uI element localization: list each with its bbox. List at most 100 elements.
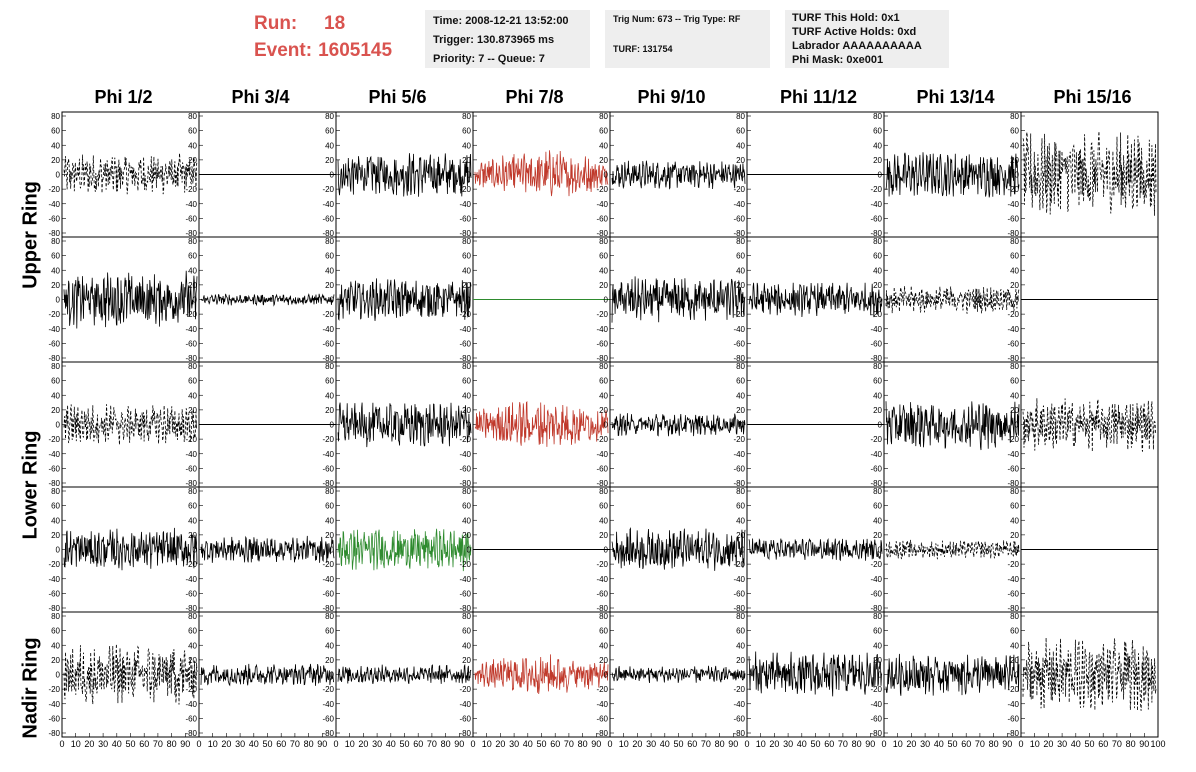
x-tick-label: 0 xyxy=(607,739,612,749)
y-tick-label: -80 xyxy=(1007,229,1019,238)
y-tick-label: 0 xyxy=(330,296,335,305)
x-tick-label: 60 xyxy=(139,739,149,749)
y-tick-label: 0 xyxy=(878,671,883,680)
y-tick-label: 40 xyxy=(325,516,334,525)
waveform-trace xyxy=(1022,398,1157,452)
y-tick-label: 40 xyxy=(51,391,60,400)
y-tick-label: 60 xyxy=(325,377,334,386)
y-tick-label: 80 xyxy=(599,612,608,621)
waveform-trace xyxy=(611,276,746,323)
y-tick-label: 60 xyxy=(51,252,60,261)
y-tick-label: 40 xyxy=(1010,641,1019,650)
x-tick-label: 60 xyxy=(1098,739,1108,749)
x-tick-label: 30 xyxy=(509,739,519,749)
y-tick-label: -20 xyxy=(48,185,60,194)
y-tick-label: 40 xyxy=(1010,266,1019,275)
waveform-trace xyxy=(748,282,883,318)
y-tick-label: -80 xyxy=(596,604,608,613)
y-tick-label: 20 xyxy=(1010,406,1019,415)
x-tick-label: 40 xyxy=(112,739,122,749)
y-tick-label: -60 xyxy=(1007,339,1019,348)
y-tick-label: -40 xyxy=(870,700,882,709)
y-tick-label: 60 xyxy=(1010,627,1019,636)
y-tick-label: 80 xyxy=(188,362,197,371)
y-tick-label: 20 xyxy=(599,281,608,290)
x-tick-label: 20 xyxy=(221,739,231,749)
y-tick-label: -40 xyxy=(185,200,197,209)
y-tick-label: 40 xyxy=(1010,141,1019,150)
y-tick-label: -20 xyxy=(459,310,471,319)
y-tick-label: 80 xyxy=(462,612,471,621)
trig-info-panel: Trig Num: 673 -- Trig Type: RF TURF: 131… xyxy=(605,10,770,68)
waveform-trace xyxy=(474,654,609,695)
y-tick-label: 80 xyxy=(51,237,60,246)
y-tick-label: 20 xyxy=(599,156,608,165)
waveform-trace xyxy=(611,160,746,190)
y-tick-label: 60 xyxy=(599,127,608,136)
x-tick-label: 40 xyxy=(934,739,944,749)
x-tick-label: 60 xyxy=(961,739,971,749)
y-tick-label: 0 xyxy=(741,171,746,180)
y-tick-label: 40 xyxy=(325,391,334,400)
y-tick-label: -80 xyxy=(322,729,334,738)
y-tick-label: -80 xyxy=(733,479,745,488)
y-tick-label: -60 xyxy=(733,714,745,723)
y-tick-label: 80 xyxy=(1010,487,1019,496)
y-tick-label: 20 xyxy=(51,406,60,415)
y-tick-label: -60 xyxy=(870,714,882,723)
x-tick-label: 0 xyxy=(1018,739,1023,749)
y-tick-label: 60 xyxy=(1010,502,1019,511)
x-tick-label: 0 xyxy=(333,739,338,749)
y-tick-label: 40 xyxy=(462,141,471,150)
x-tick-label: 60 xyxy=(687,739,697,749)
y-tick-label: 0 xyxy=(56,296,61,305)
y-tick-label: -80 xyxy=(48,479,60,488)
y-tick-label: 40 xyxy=(188,641,197,650)
y-tick-label: 0 xyxy=(467,421,472,430)
y-tick-label: -20 xyxy=(185,685,197,694)
y-tick-label: 60 xyxy=(1010,252,1019,261)
y-tick-label: -40 xyxy=(870,450,882,459)
x-tick-label: 70 xyxy=(975,739,985,749)
y-tick-label: -80 xyxy=(185,479,197,488)
column-header-phi-1-2: Phi 1/2 xyxy=(94,87,153,107)
y-tick-label: -80 xyxy=(459,604,471,613)
y-tick-label: 60 xyxy=(325,127,334,136)
turf-text: TURF: 131754 xyxy=(613,44,673,54)
y-tick-label: -20 xyxy=(870,435,882,444)
x-tick-label: 70 xyxy=(153,739,163,749)
y-tick-label: -40 xyxy=(1007,200,1019,209)
x-tick-label: 40 xyxy=(797,739,807,749)
x-tick-label: 60 xyxy=(413,739,423,749)
y-tick-label: -40 xyxy=(185,700,197,709)
y-tick-label: 60 xyxy=(462,627,471,636)
time-info-panel: Time: 2008-12-21 13:52:00 Trigger: 130.8… xyxy=(425,10,590,68)
y-tick-label: -40 xyxy=(733,450,745,459)
y-tick-label: 20 xyxy=(51,656,60,665)
x-tick-label: 20 xyxy=(632,739,642,749)
x-tick-label: 50 xyxy=(125,739,135,749)
y-tick-label: -40 xyxy=(870,325,882,334)
y-tick-label: -40 xyxy=(1007,700,1019,709)
y-tick-label: -40 xyxy=(1007,575,1019,584)
y-tick-label: -60 xyxy=(459,339,471,348)
y-tick-label: 80 xyxy=(599,237,608,246)
y-tick-label: 80 xyxy=(1010,362,1019,371)
waveform-trace xyxy=(611,413,746,437)
y-tick-label: 60 xyxy=(462,127,471,136)
y-tick-label: -20 xyxy=(322,185,334,194)
y-tick-label: 20 xyxy=(1010,156,1019,165)
y-tick-label: -40 xyxy=(596,450,608,459)
y-tick-label: -80 xyxy=(185,229,197,238)
y-tick-label: -60 xyxy=(48,589,60,598)
event-value: 1605145 xyxy=(318,40,393,61)
y-tick-label: -80 xyxy=(185,604,197,613)
y-tick-label: -20 xyxy=(596,685,608,694)
panel-frame xyxy=(1020,111,1159,238)
y-tick-label: -80 xyxy=(733,354,745,363)
waveform-trace xyxy=(63,270,198,329)
y-tick-label: -80 xyxy=(322,229,334,238)
y-tick-label: -60 xyxy=(1007,464,1019,473)
y-tick-label: 40 xyxy=(736,141,745,150)
